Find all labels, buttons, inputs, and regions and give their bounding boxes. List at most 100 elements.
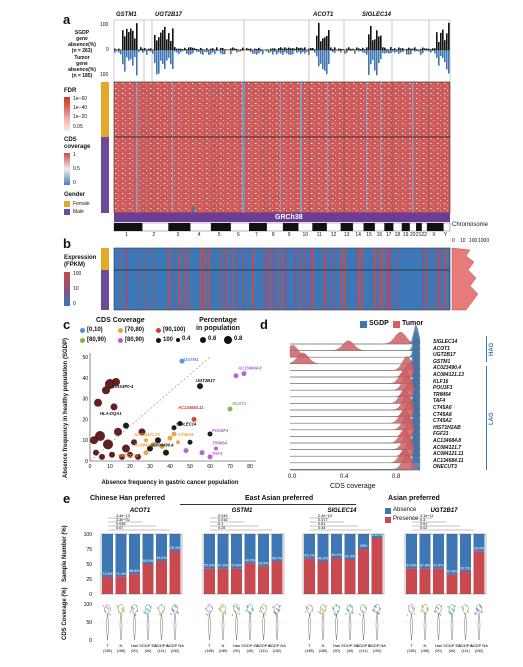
cds-legend-dot	[118, 328, 123, 333]
tumor-absence-bar	[320, 50, 322, 64]
heatmap-speck	[259, 121, 262, 123]
chromosome-block-18	[393, 222, 403, 232]
e-violin-point	[480, 606, 482, 608]
e-bar-pct-label: 28.3%	[170, 546, 181, 550]
tumor-absence-bar	[446, 50, 448, 70]
expression-speck	[314, 264, 317, 266]
e-category-count: (111)	[461, 649, 470, 653]
tumor-absence-bar	[398, 50, 400, 54]
tumor-absence-bar	[200, 50, 202, 54]
scatter-diagonal	[89, 356, 211, 462]
scatter-point	[171, 431, 177, 437]
e-violin-point	[379, 608, 381, 610]
heatmap-speck	[321, 192, 324, 194]
e-violin-point	[162, 611, 165, 613]
expression-speck	[342, 265, 345, 267]
tumor-absence-bar	[164, 50, 166, 70]
sgdp-absence-bar	[292, 48, 294, 50]
expression-speck	[274, 274, 277, 276]
e-bar-presence	[102, 577, 113, 594]
expression-speck	[382, 296, 385, 298]
tumor-absence-bar	[348, 50, 350, 51]
expression-speck	[446, 255, 449, 257]
tumor-absence-bar	[390, 50, 392, 54]
axis-tick-100-bottom: 100	[100, 72, 109, 78]
e-category-count: (185)	[219, 649, 229, 653]
expression-speck	[289, 267, 292, 269]
e-violin-point	[261, 607, 264, 609]
tumor-absence-bar	[284, 50, 286, 53]
heatmap-speck	[421, 106, 424, 109]
e-violin-point	[311, 610, 314, 612]
tumor-absence-bar	[192, 50, 194, 54]
expression-speck	[440, 256, 443, 258]
expr-gender-female	[101, 248, 109, 270]
sgdp-absence-bar	[364, 49, 366, 50]
e-bar-absence	[358, 534, 369, 549]
heatmap-speck	[416, 132, 419, 134]
fdr-legend-title: FDR	[64, 88, 77, 94]
e-violin-point	[305, 606, 308, 608]
gender-swatch-male	[64, 209, 70, 215]
e-violin-point	[338, 606, 341, 608]
sgdp-absence-bar	[140, 47, 142, 50]
chromosome-block-9	[282, 222, 299, 232]
tumor-absence-bar	[242, 50, 244, 51]
scatter-point	[102, 386, 110, 395]
scatter-point	[199, 450, 205, 456]
expression-column	[208, 248, 211, 310]
e-violin-point	[148, 610, 150, 612]
heatmap-speck	[203, 146, 206, 148]
sgdp-absence-bar	[196, 49, 198, 50]
tumor-absence-bar	[188, 50, 190, 55]
tumor-absence-title: Tumor gene absence(%) (n = 185)	[68, 55, 96, 79]
e-category-count: (152)	[373, 649, 383, 653]
expression-column	[310, 248, 312, 310]
heatmap-speck	[179, 124, 182, 127]
e-violin-point	[449, 612, 451, 614]
e-gene-title-ACOT1: ACOT1	[129, 508, 151, 514]
chromosome-block-14	[352, 222, 364, 232]
chromosome-block-16	[374, 222, 385, 232]
tumor-absence-bar	[434, 50, 436, 54]
tumor-absence-bar	[388, 50, 390, 54]
expression-speck	[331, 300, 334, 302]
tumor-absence-bar	[212, 50, 214, 53]
scatter-point	[159, 443, 165, 449]
heatmap-speck	[426, 86, 429, 88]
expression-speck	[247, 290, 250, 292]
pct-legend-label: 0.4	[182, 336, 191, 342]
tumor-absence-bar	[346, 50, 348, 53]
heatmap-speck	[348, 126, 351, 128]
e-category-label: SGDP NA	[470, 643, 488, 648]
cds-colorbar	[64, 153, 70, 185]
e-violin-point	[265, 605, 268, 607]
e-violin-point	[248, 611, 250, 613]
e-violin-point	[308, 613, 311, 615]
sgdp-absence-bar	[436, 32, 438, 50]
sgdp-absence-bar	[202, 49, 204, 50]
sgdp-absence-bar	[324, 37, 326, 50]
tumor-absence-bar	[208, 50, 210, 55]
cds-legend-label: [90,100)	[163, 327, 186, 333]
tumor-absence-bar	[180, 50, 182, 53]
expr-gender-male	[101, 270, 109, 310]
tumor-absence-bar	[232, 50, 234, 51]
e-violin-point	[232, 605, 235, 607]
e-bar-presence	[371, 537, 383, 594]
heatmap-speck	[116, 93, 119, 96]
e-pval-text: 0.25	[218, 526, 225, 530]
e-bar-absence	[244, 534, 256, 564]
scatter-point	[127, 451, 133, 458]
sgdp-absence-bar	[340, 48, 342, 50]
e-violin-point	[409, 611, 412, 613]
heatmap-speck	[148, 166, 151, 168]
ridge-gene-label: HIST1H2AB	[433, 424, 461, 431]
scatter-point	[94, 398, 102, 407]
heatmap-speck	[267, 134, 270, 136]
sgdp-absence-bar	[290, 48, 292, 50]
chromosome-label-18: 18	[394, 232, 401, 238]
expression-colorbar	[64, 272, 70, 306]
sgdp-absence-bar	[318, 22, 320, 50]
heatmap-speck	[233, 190, 236, 192]
